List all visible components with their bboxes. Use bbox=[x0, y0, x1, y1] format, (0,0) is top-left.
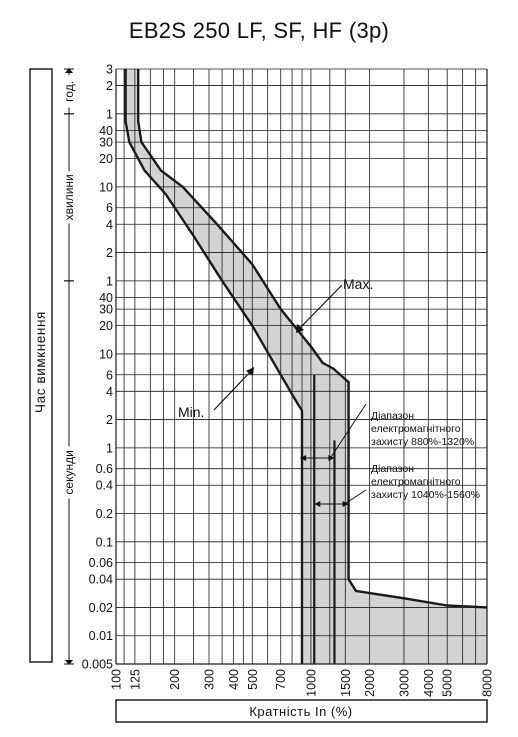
x-tick-label: 1000 bbox=[304, 669, 318, 697]
x-axis-title: Кратність In (%) bbox=[249, 704, 352, 719]
x-tick-label: 700 bbox=[274, 669, 288, 690]
y-tick-label: 20 bbox=[99, 319, 113, 333]
max-label: Max. bbox=[343, 276, 373, 292]
chart-title: EB2S 250 LF, SF, HF (3p) bbox=[128, 18, 390, 43]
y-tick-labels: 3214030201064214030201064210.60.40.20.10… bbox=[82, 63, 113, 672]
magnetic-range-label: Діапазон bbox=[371, 410, 414, 422]
arrow-up-icon bbox=[65, 68, 73, 73]
y-tick-label: 0.04 bbox=[89, 573, 113, 587]
time-band-markers: год. хвилини секунди bbox=[62, 68, 76, 665]
tolerance-band bbox=[125, 69, 487, 664]
time-band-label: год. bbox=[62, 81, 76, 102]
y-axis-title: Час вимкнення bbox=[33, 311, 48, 413]
y-tick-label: 6 bbox=[106, 201, 113, 215]
y-tick-label: 6 bbox=[106, 368, 113, 382]
x-tick-label: 300 bbox=[203, 669, 217, 690]
tolerance-band-area bbox=[125, 69, 487, 664]
arrow-left-icon bbox=[314, 501, 321, 507]
magnetic-range-label: Діапазон bbox=[371, 463, 414, 475]
min-leader bbox=[213, 369, 253, 411]
magnetic-range-label: захисту 1040%-1560% bbox=[371, 489, 480, 501]
time-band-label: хвилини bbox=[62, 174, 76, 220]
y-tick-label: 1 bbox=[106, 107, 113, 121]
magnetic-range-label: електромагнітного bbox=[371, 476, 461, 488]
arrow-down-icon bbox=[65, 660, 73, 665]
x-tick-label: 2000 bbox=[363, 669, 377, 697]
y-tick-label: 40 bbox=[99, 124, 113, 138]
y-tick-label: 4 bbox=[106, 218, 113, 232]
magnetic-range-label: захисту 880%-1320% bbox=[371, 436, 474, 448]
magnetic-range-label: електромагнітного bbox=[371, 423, 461, 435]
time-band-label: секунди bbox=[62, 450, 76, 494]
range-leader bbox=[344, 489, 367, 505]
min-label: Min. bbox=[178, 404, 204, 420]
y-tick-label: 0.01 bbox=[89, 629, 113, 643]
annotations: Max.Min. Діапазонелектромагнітногозахисту… bbox=[178, 276, 480, 507]
y-tick-label: 2 bbox=[106, 246, 113, 260]
y-tick-label: 0.005 bbox=[82, 658, 113, 672]
y-tick-label: 2 bbox=[106, 413, 113, 427]
x-axis-title-frame bbox=[115, 699, 488, 723]
arrow-right-icon bbox=[328, 455, 335, 461]
y-tick-label: 30 bbox=[99, 303, 113, 317]
y-axis-title-frame bbox=[29, 68, 53, 663]
max-leader bbox=[297, 284, 343, 331]
y-tick-label: 0.06 bbox=[89, 556, 113, 570]
x-tick-label: 200 bbox=[168, 669, 182, 690]
y-tick-label: 10 bbox=[99, 347, 113, 361]
x-tick-label: 1500 bbox=[339, 669, 353, 697]
x-tick-labels: 100 125 200 300 400 500 700 1000 1500 2000 3000 400… bbox=[110, 669, 495, 697]
y-tick-label: 0.1 bbox=[96, 535, 113, 549]
range-leader bbox=[330, 403, 367, 459]
y-tick-label: 0.02 bbox=[89, 601, 113, 615]
y-tick-label: 0.6 bbox=[96, 462, 113, 476]
y-tick-label: 3 bbox=[106, 63, 113, 77]
x-tick-label: 400 bbox=[227, 669, 241, 690]
x-tick-label: 5000 bbox=[441, 669, 455, 697]
arrow-left-icon bbox=[300, 455, 307, 461]
arrow-icon bbox=[296, 324, 304, 333]
arrow-icon bbox=[246, 367, 254, 376]
x-tick-label: 500 bbox=[246, 669, 260, 690]
x-tick-label: 4000 bbox=[422, 669, 436, 697]
min-curve bbox=[124, 69, 304, 664]
x-tick-label: 8000 bbox=[481, 669, 495, 697]
y-tick-label: 1 bbox=[106, 441, 113, 455]
y-tick-label: 40 bbox=[99, 291, 113, 305]
arrow-right-icon bbox=[342, 501, 349, 507]
x-tick-label: 100 bbox=[110, 669, 124, 690]
y-tick-label: 10 bbox=[99, 180, 113, 194]
y-tick-label: 20 bbox=[99, 152, 113, 166]
x-tick-label: 125 bbox=[128, 669, 142, 690]
y-tick-label: 4 bbox=[106, 385, 113, 399]
max-curve bbox=[137, 69, 488, 609]
y-tick-label: 30 bbox=[99, 136, 113, 150]
y-tick-label: 0.4 bbox=[96, 479, 113, 493]
trip-curves bbox=[124, 69, 488, 664]
x-tick-label: 3000 bbox=[397, 669, 411, 697]
y-tick-label: 2 bbox=[106, 79, 113, 93]
y-tick-label: 1 bbox=[106, 274, 113, 288]
y-tick-label: 0.2 bbox=[96, 507, 113, 521]
